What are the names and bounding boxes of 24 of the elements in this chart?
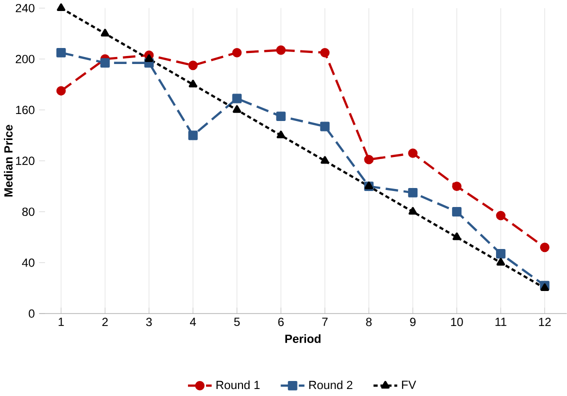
y-tick-label: 240 xyxy=(16,4,34,12)
y-tick-label: 80 xyxy=(22,207,34,216)
y-tick-label: 40 xyxy=(22,258,34,267)
y-tick-label: 120 xyxy=(16,156,34,165)
y-axis-title: Median Price xyxy=(4,124,13,196)
x-axis-title: Period xyxy=(285,334,320,343)
x-tick-label: 2 xyxy=(102,318,108,326)
y-tick-label: 200 xyxy=(16,54,34,64)
legend-label: FV xyxy=(402,380,416,389)
legend-label: Round 2 xyxy=(309,380,352,389)
legend-label: Round 1 xyxy=(216,380,260,389)
x-tick-label: 10 xyxy=(451,318,463,326)
y-tick-label: 0 xyxy=(28,309,34,318)
x-tick-label: 12 xyxy=(539,318,551,326)
x-tick-label: 8 xyxy=(366,318,372,326)
x-tick-label: 7 xyxy=(322,318,328,326)
y-tick-label: 160 xyxy=(16,106,34,114)
x-tick-label: 4 xyxy=(190,318,196,326)
x-tick-label: 1 xyxy=(58,318,64,326)
x-tick-label: 6 xyxy=(278,318,284,326)
x-tick-label: 11 xyxy=(496,318,506,326)
x-tick-label: 5 xyxy=(234,318,240,326)
x-tick-label: 9 xyxy=(410,318,416,326)
x-tick-label: 3 xyxy=(146,318,152,326)
